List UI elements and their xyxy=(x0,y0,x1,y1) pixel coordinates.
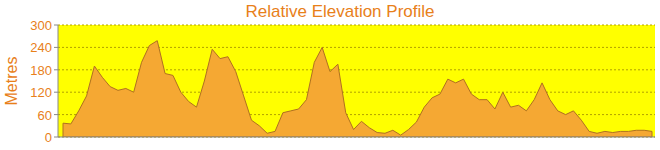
chart-svg: 0 60 120 180 240 300 Relative Elevation Profil… xyxy=(0,0,660,150)
grid-line xyxy=(58,137,655,138)
y-axis-label: Metres xyxy=(3,57,20,106)
chart-root: 0 60 120 180 240 300 Relative Elevation Profil… xyxy=(0,0,660,150)
y-tick-label: 0 xyxy=(45,130,52,145)
y-tick-label: 120 xyxy=(30,85,52,100)
y-tick-label: 60 xyxy=(38,108,52,123)
x-axis xyxy=(58,137,655,138)
y-tick-label: 180 xyxy=(30,63,52,78)
grid-line xyxy=(58,25,655,26)
tick-mark xyxy=(54,25,58,26)
y-tick-label: 300 xyxy=(30,18,52,33)
tick-mark xyxy=(54,69,58,70)
elevation-area xyxy=(63,41,652,137)
y-tick-label: 240 xyxy=(30,40,52,55)
plot-background xyxy=(58,25,655,137)
tick-mark xyxy=(54,47,58,48)
tick-mark xyxy=(54,137,58,138)
tick-mark xyxy=(54,92,58,93)
grid-line xyxy=(58,47,655,48)
y-axis xyxy=(58,25,59,137)
plot-area xyxy=(63,41,652,137)
chart-title: Relative Elevation Profile xyxy=(246,2,435,21)
tick-mark xyxy=(54,114,58,115)
